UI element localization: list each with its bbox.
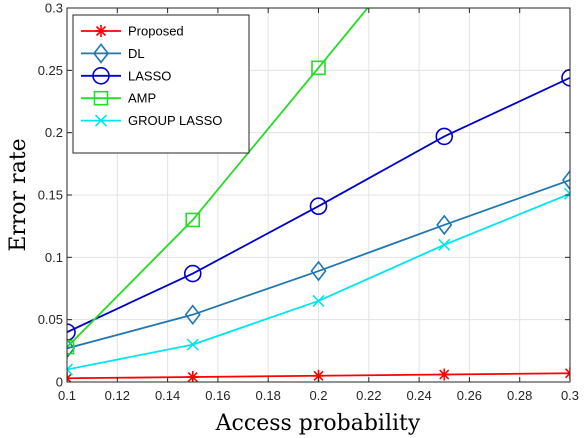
data-point-lasso	[561, 69, 570, 87]
x-tick-label: 0.14	[155, 388, 180, 403]
legend-marker	[92, 67, 110, 85]
x-tick-label: 0.28	[507, 388, 532, 403]
y-tick-label: 0.15	[38, 188, 63, 203]
legend-item-lasso: LASSO	[81, 67, 171, 85]
series-line-dl	[67, 179, 570, 350]
data-point-lasso	[309, 197, 328, 216]
series-lasso	[67, 69, 570, 341]
x-tick-label: 0.18	[256, 388, 281, 403]
legend-marker	[94, 114, 108, 127]
data-point-dl	[561, 169, 570, 191]
x-tick-label: 0.24	[406, 388, 431, 403]
data-point-dl	[436, 214, 453, 236]
data-point-group-lasso	[312, 294, 325, 308]
data-point-lasso	[67, 323, 76, 341]
y-tick-label: 0.1	[45, 250, 63, 265]
legend-label: Proposed	[128, 24, 184, 39]
series-layer	[67, 8, 570, 382]
series-dl	[67, 169, 570, 359]
legend-marker	[92, 43, 110, 64]
legend: Proposed DL LASSO AMP GROUP LASSO	[72, 14, 250, 154]
x-tick-label: 0.12	[105, 388, 130, 403]
series-group-lasso	[67, 187, 570, 376]
data-point-group-lasso	[438, 238, 451, 251]
legend-item-dl: DL	[81, 43, 145, 64]
x-tick-label: 0.2	[309, 388, 327, 403]
y-tick-label: 0.05	[38, 312, 63, 327]
series-line-lasso	[67, 76, 570, 333]
data-point-dl	[67, 338, 76, 359]
series-proposed	[67, 367, 570, 382]
data-point-dl	[184, 304, 201, 325]
data-point-proposed	[438, 368, 451, 381]
x-tick-label: 0.22	[356, 388, 381, 403]
legend-item-amp: AMP	[81, 91, 156, 106]
x-tick-label: 0.1	[58, 388, 76, 403]
data-point-proposed	[186, 371, 199, 382]
y-tick-label: 0	[56, 375, 63, 390]
x-axis-ticks: 0.1 0.12 0.14 0.16 0.18 0.2 0.22 0.24 0.26 0.28 0.…	[58, 8, 579, 403]
data-point-dl	[310, 260, 327, 282]
legend-label: GROUP LASSO	[128, 113, 222, 128]
data-point-group-lasso	[563, 187, 570, 200]
y-tick-label: 0.25	[38, 63, 63, 78]
y-tick-label: 0.3	[45, 1, 63, 16]
legend-item-proposed: Proposed	[81, 24, 184, 39]
legend-label: DL	[128, 46, 145, 61]
legend-label: AMP	[128, 91, 156, 106]
y-axis-label: Error rate	[6, 138, 31, 251]
legend-marker	[95, 25, 107, 37]
data-point-lasso	[183, 264, 202, 283]
y-axis-ticks: 0 0.05 0.1 0.15 0.2 0.25 0.3	[38, 1, 570, 390]
legend-marker	[93, 90, 109, 106]
data-point-amp	[185, 212, 201, 228]
data-point-group-lasso	[186, 338, 199, 351]
x-tick-label: 0.3	[561, 388, 579, 403]
series-amp	[67, 8, 369, 355]
x-tick-label: 0.26	[457, 388, 482, 403]
data-point-proposed	[312, 369, 325, 382]
data-point-lasso	[435, 127, 454, 146]
x-tick-label: 0.16	[205, 388, 230, 403]
y-tick-label: 0.2	[45, 125, 63, 140]
data-point-group-lasso	[67, 363, 74, 376]
legend-label: LASSO	[128, 68, 171, 83]
series-line-amp	[67, 8, 369, 348]
data-point-amp	[311, 60, 326, 76]
data-point-amp	[67, 339, 75, 355]
legend-item-group-lasso: GROUP LASSO	[81, 113, 222, 128]
x-axis-label: Access probability	[215, 411, 421, 436]
